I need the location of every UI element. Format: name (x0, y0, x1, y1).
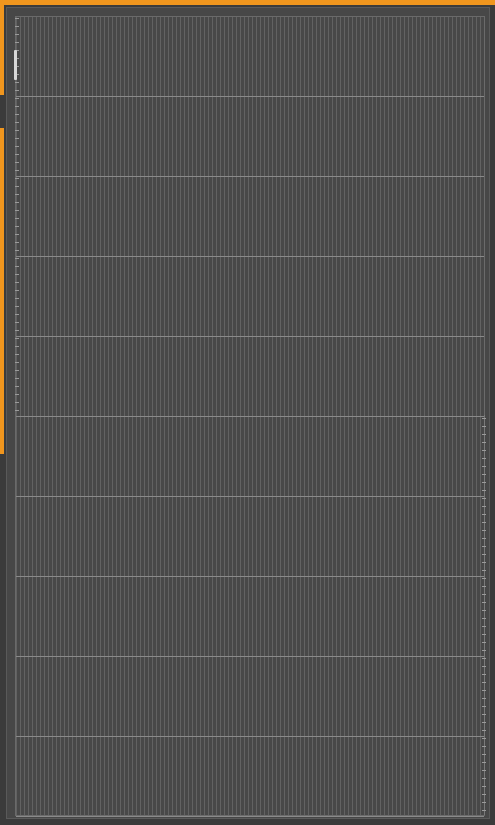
grid-row-band (16, 737, 484, 817)
grid-row-band (16, 257, 484, 337)
grid-canvas[interactable] (15, 16, 485, 817)
grid-row-band (16, 417, 484, 497)
lower-region-frame (15, 415, 485, 815)
grid-row-band (16, 337, 484, 417)
selection-accent-left-upper (0, 0, 4, 95)
grid-row-band (16, 17, 484, 97)
scroll-handle[interactable] (14, 50, 17, 80)
vertical-ruler-left (15, 18, 19, 413)
grid-row-band (16, 177, 484, 257)
grid-row-band (16, 657, 484, 737)
grid-row-band (16, 97, 484, 177)
grid-row-band (16, 497, 484, 577)
grid-row-band (16, 577, 484, 657)
selection-accent-top (0, 0, 495, 5)
selection-accent-left-middle (0, 128, 4, 454)
vertical-ruler-right (482, 418, 486, 813)
